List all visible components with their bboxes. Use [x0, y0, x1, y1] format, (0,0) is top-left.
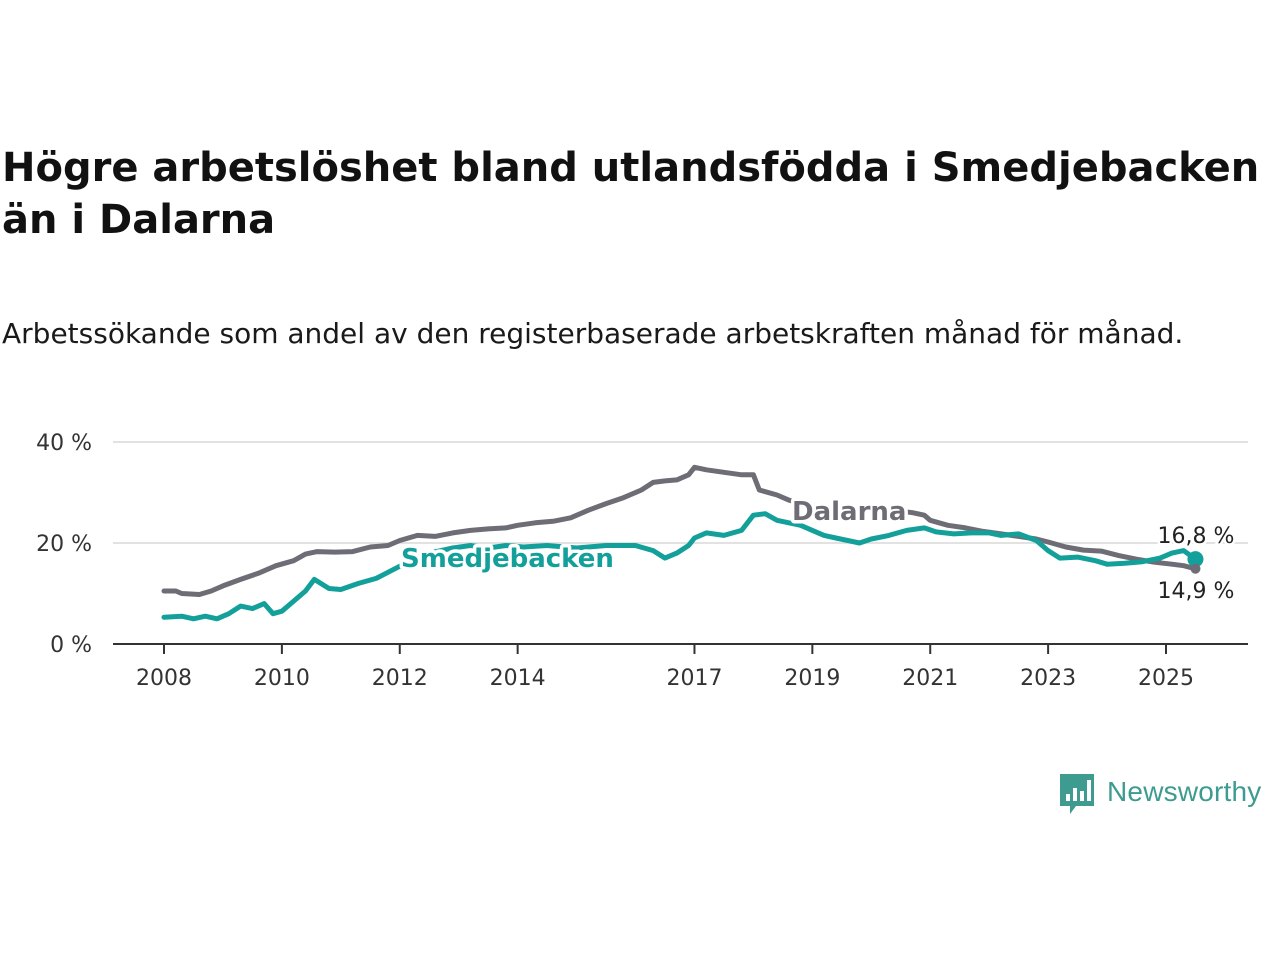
x-tick-label: 2008 — [136, 666, 192, 691]
end-value-smedjebacken: 16,8 % — [1158, 524, 1235, 549]
series-line-dalarna — [161, 464, 1198, 597]
x-tick-label: 2019 — [784, 666, 840, 691]
x-tick-label: 2010 — [254, 666, 310, 691]
series-name-dalarna: Dalarna — [792, 497, 906, 527]
line-chart: 0 % 20 % 40 % 2008 2010 2012 2014 2017 2019 2021… — [36, 431, 1248, 691]
x-axis: 2008 2010 2012 2014 2017 2019 2021 2023 2025 — [113, 643, 1248, 691]
x-tick-label: 2023 — [1020, 666, 1076, 691]
newsworthy-logo[interactable]: Newsworthy — [1058, 772, 1278, 820]
end-marker-dalarna — [1190, 563, 1201, 574]
series-name-smedjebacken: Smedjebacken — [401, 544, 614, 574]
series-labels: Dalarna Smedjebacken 16,8 % 14,9 % — [398, 494, 1237, 607]
gridlines — [113, 441, 1248, 544]
x-tick-label: 2012 — [372, 666, 428, 691]
series-lines — [161, 464, 1198, 622]
chart-subtitle: Arbetssökande som andel av den registerb… — [2, 317, 1184, 350]
y-tick-label: 40 % — [36, 431, 92, 456]
newsworthy-bar-chart-icon — [1060, 774, 1094, 814]
x-tick-label: 2014 — [490, 666, 546, 691]
x-tick-label: 2017 — [666, 666, 722, 691]
end-marker-smedjebacken — [1187, 551, 1204, 568]
brand-name: Newsworthy — [1107, 776, 1262, 807]
chart-title: Högre arbetslöshet bland utlandsfödda i … — [2, 145, 1260, 243]
series-line-smedjebacken — [161, 511, 1198, 622]
y-tick-label: 0 % — [50, 633, 92, 658]
y-axis: 0 % 20 % 40 % — [36, 431, 92, 658]
y-tick-label: 20 % — [36, 532, 92, 557]
x-tick-label: 2021 — [902, 666, 958, 691]
end-value-dalarna: 14,9 % — [1158, 579, 1235, 604]
x-tick-label: 2025 — [1138, 666, 1194, 691]
